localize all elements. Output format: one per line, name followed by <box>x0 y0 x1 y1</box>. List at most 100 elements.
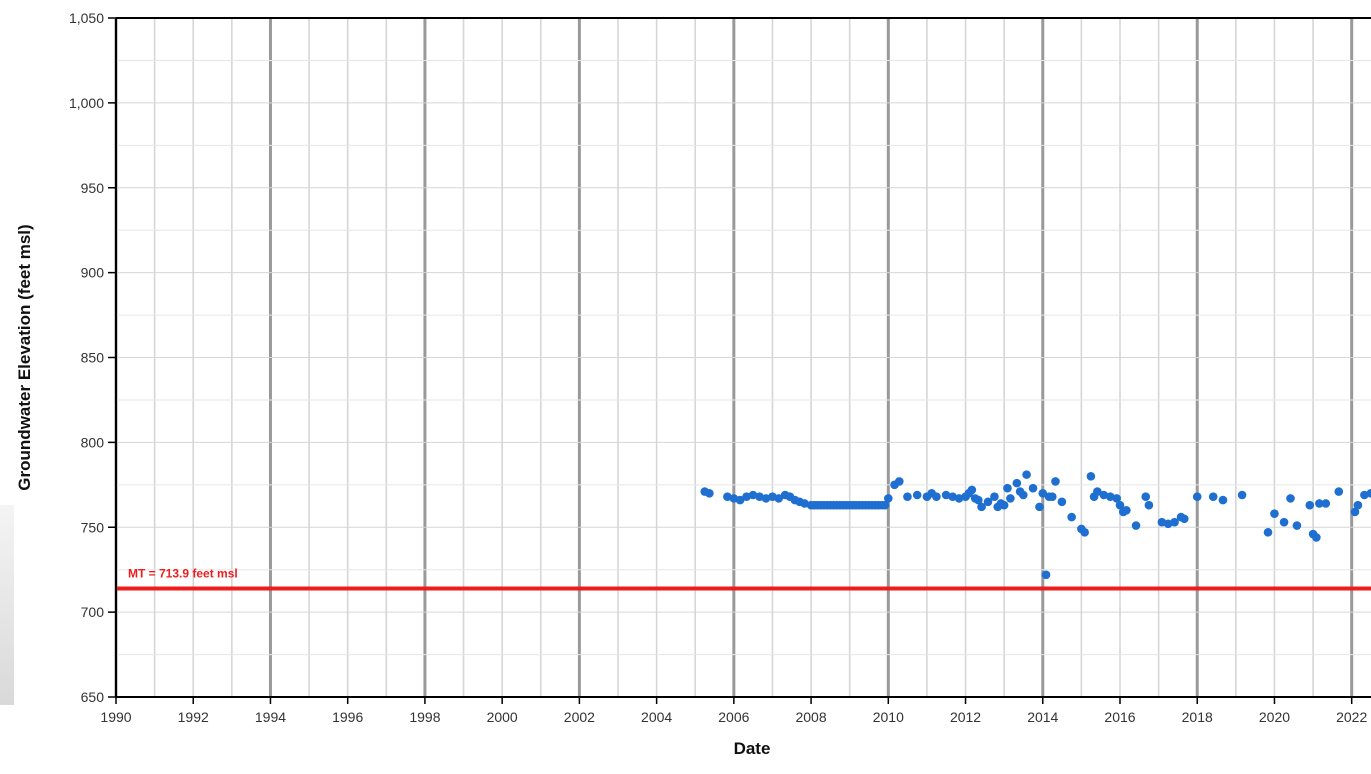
data-point <box>1080 528 1089 537</box>
y-tick-label: 700 <box>81 604 105 620</box>
data-point <box>1003 483 1012 493</box>
data-point <box>705 489 714 498</box>
x-tick-label: 2002 <box>564 709 595 725</box>
y-tick-label: 1,000 <box>69 95 104 111</box>
data-points <box>700 470 1371 580</box>
y-tick-label: 750 <box>81 519 105 535</box>
data-point <box>748 490 758 500</box>
data-point <box>1019 490 1028 500</box>
data-point <box>1218 495 1228 505</box>
data-point <box>999 500 1009 510</box>
data-point <box>1086 472 1096 481</box>
mt-threshold: MT = 713.9 feet msl <box>116 567 1371 591</box>
data-point <box>735 495 745 505</box>
x-tick-label: 2022 <box>1336 709 1367 725</box>
grid <box>114 18 1371 697</box>
data-point <box>903 492 912 501</box>
x-tick-label: 2014 <box>1027 709 1058 725</box>
data-point <box>1270 509 1279 518</box>
data-point <box>990 492 999 501</box>
x-tick-label: 1992 <box>178 709 209 725</box>
data-point <box>742 492 751 501</box>
data-point <box>1012 478 1022 488</box>
data-point <box>755 492 764 501</box>
data-point <box>954 494 964 503</box>
data-point <box>1334 487 1344 496</box>
data-point <box>1105 492 1115 501</box>
data-point <box>723 492 732 501</box>
data-point <box>1312 533 1321 542</box>
x-tick-label: 2006 <box>718 709 749 725</box>
data-point <box>1067 512 1076 522</box>
data-point <box>967 485 977 495</box>
x-tick-label: 2008 <box>795 709 826 725</box>
data-point <box>1315 499 1324 508</box>
data-point <box>1366 489 1371 498</box>
x-tick-label: 2020 <box>1259 709 1290 725</box>
mt-threshold-label: MT = 713.9 feet msl <box>128 567 238 581</box>
data-point <box>1115 500 1125 510</box>
data-point <box>1144 500 1154 510</box>
data-point <box>983 497 993 507</box>
data-point <box>1350 507 1360 517</box>
data-point <box>880 500 890 510</box>
data-point <box>1099 490 1109 500</box>
data-point <box>1051 477 1060 486</box>
y-tick-label: 650 <box>81 689 105 705</box>
data-point <box>1122 505 1131 515</box>
data-point <box>1279 517 1289 527</box>
data-point <box>1292 521 1302 530</box>
x-tick-label: 2018 <box>1182 709 1213 725</box>
data-point <box>1360 490 1369 500</box>
data-point <box>1006 494 1015 503</box>
x-tick-label: 1996 <box>332 709 363 725</box>
x-tick-label: 2010 <box>873 709 904 725</box>
data-point <box>1035 502 1044 512</box>
x-tick-label: 1990 <box>100 709 131 725</box>
data-point <box>1321 499 1331 508</box>
y-tick-label: 850 <box>81 350 105 366</box>
data-point <box>912 490 922 500</box>
data-point <box>1170 517 1179 527</box>
x-tick-label: 1998 <box>409 709 440 725</box>
data-point <box>1131 521 1141 530</box>
data-point <box>1047 492 1057 501</box>
y-axis-ticks: 650 700 750 800 850 900 950 1,000 1,050 <box>69 10 116 705</box>
data-point <box>1263 528 1273 537</box>
data-point <box>1028 483 1038 493</box>
data-point <box>1286 494 1295 503</box>
x-tick-label: 2004 <box>641 709 672 725</box>
x-tick-label: 1994 <box>255 709 286 725</box>
data-point <box>1057 497 1067 507</box>
data-point <box>1208 492 1218 501</box>
data-point <box>1112 494 1122 503</box>
y-axis-title: Groundwater Elevation (feet msl) <box>15 224 34 490</box>
data-point <box>1093 487 1102 496</box>
data-point <box>941 490 951 500</box>
x-tick-label: 2012 <box>950 709 981 725</box>
background-photo-strip <box>0 505 14 705</box>
data-point <box>1237 490 1247 500</box>
data-point <box>1192 492 1202 501</box>
data-point <box>932 492 941 501</box>
y-tick-label: 800 <box>81 434 105 450</box>
data-point <box>1305 500 1315 510</box>
data-point <box>895 477 904 486</box>
x-axis-ticks: 1990 1992 1994 1996 1998 2000 2002 2004 2006 2008… <box>100 697 1367 725</box>
data-point <box>761 494 771 503</box>
data-point <box>977 502 986 512</box>
data-point <box>948 492 957 501</box>
x-tick-label: 2000 <box>487 709 518 725</box>
data-point <box>1353 500 1363 510</box>
y-tick-label: 900 <box>81 265 105 281</box>
x-tick-label: 2016 <box>1104 709 1135 725</box>
x-axis-title: Date <box>734 739 771 758</box>
data-point <box>1022 470 1031 479</box>
data-point <box>1041 570 1051 580</box>
data-point <box>774 494 784 503</box>
data-point <box>884 494 893 503</box>
y-tick-label: 1,050 <box>69 10 104 26</box>
y-tick-label: 950 <box>81 180 105 196</box>
data-point <box>974 495 983 505</box>
